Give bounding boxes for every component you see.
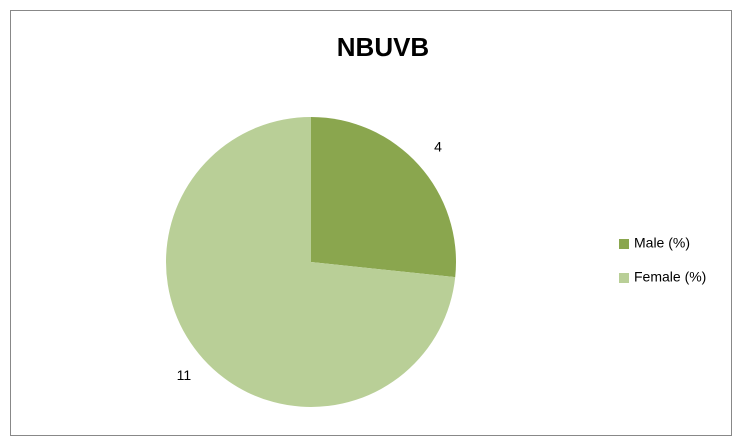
legend-swatch: [619, 273, 629, 283]
legend-label: Male (%): [634, 235, 690, 251]
data-label: 4: [434, 138, 442, 154]
data-label: 11: [177, 367, 192, 383]
legend-swatch: [619, 239, 629, 249]
pie-slice: [165, 117, 456, 407]
chart-title: NBUVB: [337, 32, 429, 62]
legend-label: Female (%): [634, 269, 706, 285]
pie-slice: [311, 117, 457, 278]
